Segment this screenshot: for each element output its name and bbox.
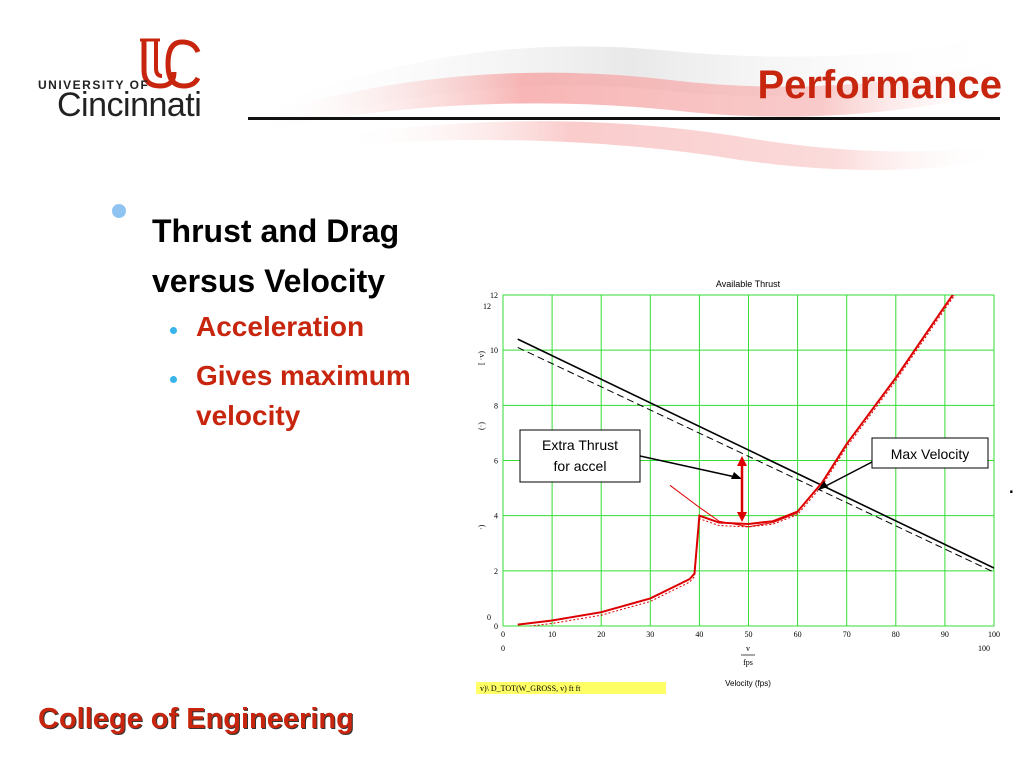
annotation-extra-thrust-line2: for accel [554,458,607,474]
x-axis-label: Velocity (fps) [725,679,771,688]
x-var-label: v [746,644,750,653]
y-tick-label: 6 [494,457,498,466]
x-tick-label: 80 [892,630,900,639]
x-tick-label: 40 [695,630,703,639]
uc-logo-mark [140,38,201,89]
y-tick-label: 0 [494,622,498,631]
svg-text:·): ·) [477,524,486,530]
y-tick-label: 12 [490,291,498,300]
x-unit-label: fps [743,658,753,667]
decorative-swoosh [240,30,1020,170]
x-tick-label: 20 [597,630,605,639]
available-thrust-line [517,338,994,569]
drag-curve-dotted [527,295,956,626]
x-tick-label: 10 [548,630,556,639]
x-range-max-label: 100 [978,644,990,653]
sub-bullet-dot [170,327,177,334]
footer-college: College of Engineering [38,703,354,735]
thrust-drag-chart: 0 10 20 30 40 50 60 70 80 90 100 0 2 4 6 8 10 12 0 100 0 12 A… [476,279,1000,694]
y-tick-label: 4 [494,512,498,521]
drag-curve [517,295,954,626]
svg-text:(·): (·) [477,422,486,430]
x-tick-label: 50 [745,630,753,639]
sub-bullet-acceleration: Acceleration [196,311,365,342]
annotation-extra-thrust: Extra Thrust [542,437,618,453]
y-range-max-label: 12 [483,302,491,311]
x-range-min-label: 0 [501,644,505,653]
y-tick-label: 2 [494,567,498,576]
x-tick-label: 70 [843,630,851,639]
logo-cincinnati: Cincinnati [57,86,202,124]
drag-curve-alt [669,484,798,528]
sub-bullet-dot [170,376,177,383]
x-tick-label: 100 [988,630,1000,639]
sub-bullet-max-velocity: Gives maximum velocity [196,360,411,431]
bullet-main: Thrust and Drag versus Velocity [152,213,400,299]
bullet-dot [112,204,126,218]
formula-fragment: v)\ D_TOT(W_GROSS, v) ft ft [480,684,581,693]
svg-text:[ ·v): [ ·v) [477,351,486,365]
logo-university-of: UNIVERSITY OF [38,78,150,92]
slide-title: Performance [757,63,1002,107]
annotation-max-velocity: Max Velocity [891,446,970,462]
x-tick-label: 30 [646,630,654,639]
x-tick-label: 0 [501,630,505,639]
stray-mark: . [1008,472,1015,499]
chart-title: Available Thrust [716,279,781,289]
y-tick-label: 8 [494,401,498,410]
x-tick-label: 90 [941,630,949,639]
title-underline [248,117,1000,120]
x-tick-label: 60 [794,630,802,639]
y-tick-label: 10 [490,346,498,355]
y-range-min-label: 0 [487,613,491,622]
